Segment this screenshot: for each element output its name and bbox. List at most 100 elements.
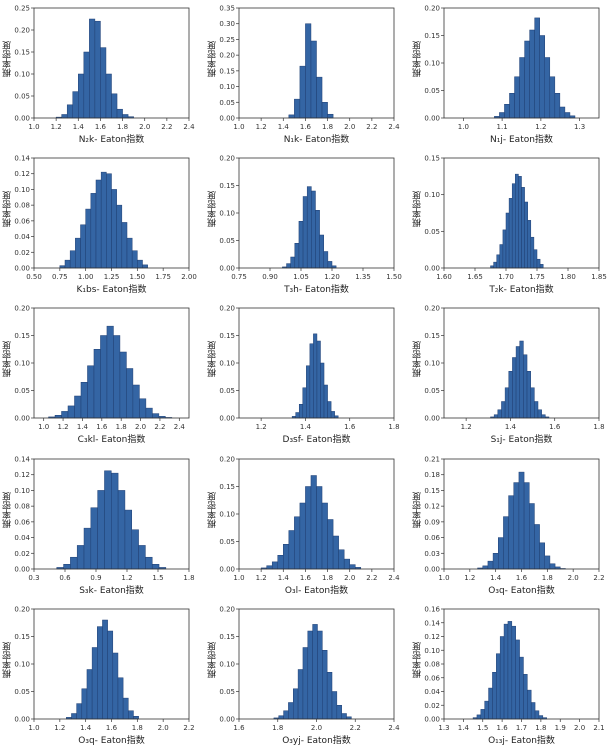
x-tick-label: 1.8: [542, 574, 553, 582]
x-tick-label: 1.6: [300, 574, 312, 582]
histogram-bar: [94, 20, 101, 119]
x-tick-label: 1.25: [104, 273, 120, 281]
histogram-bar: [549, 76, 556, 119]
y-tick-label: 0.09: [424, 518, 440, 526]
x-tick-label: 1.6: [96, 423, 108, 431]
histogram-bar: [499, 112, 505, 119]
histogram-bar: [121, 222, 128, 269]
histogram-bar: [519, 656, 524, 720]
x-tick-label: 1.0: [438, 574, 449, 582]
x-tick-label: 2.2: [350, 724, 361, 732]
y-tick-label: 0.04: [14, 233, 30, 241]
histogram-bar: [81, 688, 88, 720]
y-tick-label: 0.10: [219, 210, 235, 218]
y-tick-label: 0.20: [424, 5, 440, 13]
y-tick-label: 0.10: [14, 487, 30, 495]
histogram-bar: [534, 17, 540, 119]
histogram-bar: [326, 672, 333, 720]
x-tick-label: 1.2: [54, 724, 65, 732]
histogram-bar: [530, 387, 535, 419]
histogram-bar: [321, 502, 328, 570]
histogram-bar: [309, 343, 314, 419]
x-tick-label: 2.2: [366, 123, 377, 131]
x-tick-label: 0.3: [28, 574, 39, 582]
histogram-bar: [138, 545, 146, 570]
histogram-bar: [544, 555, 551, 570]
histogram-bar: [327, 519, 334, 570]
histogram-bar: [549, 563, 556, 570]
histogram-plot: 1.0 1.2 1.4 1.6 1.8 2.0 2.2 2.4 0.00 0.05 0.10 0.15…: [14, 305, 190, 431]
histogram-plot: 0.3 0.6 0.9 1.2 1.5 1.8 0.00 0.02 0.04 0.06 0.08 0.…: [14, 456, 194, 583]
histogram-bar: [476, 714, 482, 720]
histogram-bar: [116, 204, 123, 269]
x-tick-label: 1.4: [80, 724, 92, 732]
histogram-bar: [87, 365, 95, 419]
histogram-bar: [283, 710, 289, 720]
x-tick-label: 2.0: [135, 423, 146, 431]
histogram-bar: [508, 371, 513, 419]
histogram-bar: [539, 264, 544, 269]
x-tick-label: 1.8: [593, 423, 604, 431]
y-tick-label: 0.18: [424, 471, 440, 479]
x-tick-label: 2.0: [344, 574, 355, 582]
x-tick-label: 1.70: [498, 273, 514, 281]
histogram-bar: [61, 114, 68, 119]
histogram-bar: [511, 183, 516, 269]
histogram-bar: [76, 703, 83, 720]
x-tick-label: 1.75: [155, 273, 171, 281]
histogram-panel: 概率密度 0.75 0.90 1.05 1.20 1.35 1.50 0.00 0.05 0.10…: [205, 150, 410, 300]
histogram-bar: [523, 482, 530, 570]
histogram-bar: [505, 212, 510, 269]
histogram-bar: [515, 173, 519, 269]
histogram-plot: 1.3 1.4 1.5 1.6 1.7 1.8 1.9 2.0 2.1 0.00 0.02 0.04 0…: [424, 606, 604, 733]
histogram-panel: 概率密度 1.0 1.2 1.4 1.6 1.8 2.0 2.2 0.00 0.05 0.10 0.1…: [0, 601, 205, 751]
histogram-panel: 概率密度 1.0 1.2 1.4 1.6 1.8 2.0 2.2 2.4 0.00 0.05 0.10…: [205, 0, 410, 150]
histogram-bar: [338, 549, 345, 570]
histogram-bar: [83, 51, 90, 119]
histogram-bar: [294, 243, 300, 269]
histogram-bar: [502, 229, 507, 269]
histogram-bar: [554, 93, 561, 119]
histogram-bar: [298, 221, 304, 269]
y-tick-label: 0.12: [424, 633, 440, 641]
histogram-bar: [496, 254, 501, 269]
histogram-bar: [113, 335, 121, 419]
histogram-bar: [290, 256, 296, 269]
y-tick-label: 0.10: [424, 191, 440, 199]
x-tick-label: 2.4: [388, 574, 400, 582]
histogram-bar: [139, 398, 147, 419]
y-tick-label: 0.05: [14, 387, 30, 395]
y-tick-label: 0.20: [14, 305, 30, 313]
histogram-bar: [105, 73, 112, 119]
histogram-bar: [515, 639, 520, 720]
x-tick-label: 0.9: [90, 574, 101, 582]
histogram-bar: [541, 414, 546, 419]
x-tick-label: 1.50: [386, 273, 402, 281]
histogram-panel: 概率密度 0.3 0.6 0.9 1.2 1.5 1.8 0.00 0.02 0.04 0.06 0.…: [0, 451, 205, 601]
x-axis-label: S₃k- Eaton指数: [79, 586, 144, 596]
x-axis-label: N₁j- Eaton指数: [490, 135, 553, 145]
histogram-bar: [302, 196, 308, 269]
y-tick-label: 0.20: [219, 305, 235, 313]
histogram-bar: [302, 387, 307, 419]
histogram-bar: [530, 702, 536, 720]
y-tick-label: 0.00: [219, 265, 235, 273]
histogram-bar: [319, 234, 324, 269]
y-tick-label: 0.20: [219, 456, 235, 464]
histogram-bar: [518, 176, 522, 269]
x-tick-label: 1.0: [28, 724, 39, 732]
y-tick-label: 0.06: [424, 674, 440, 682]
y-tick-label: 0.15: [219, 182, 235, 190]
histogram-plot: 0.50 0.75 1.00 1.25 1.50 1.75 2.00 0.00 0.02 0.04…: [14, 155, 196, 282]
histogram-bar: [524, 40, 530, 119]
histogram-bar: [145, 407, 153, 419]
histogram-bar: [336, 705, 342, 720]
histogram-bar: [75, 237, 81, 269]
x-axis-label: N₂k- Eaton指数: [78, 135, 145, 145]
histogram-bar: [128, 710, 134, 720]
histogram-bar: [539, 542, 545, 570]
histogram-bar: [74, 395, 82, 419]
x-tick-label: 1.2: [256, 123, 267, 131]
histogram-bar: [488, 687, 493, 720]
